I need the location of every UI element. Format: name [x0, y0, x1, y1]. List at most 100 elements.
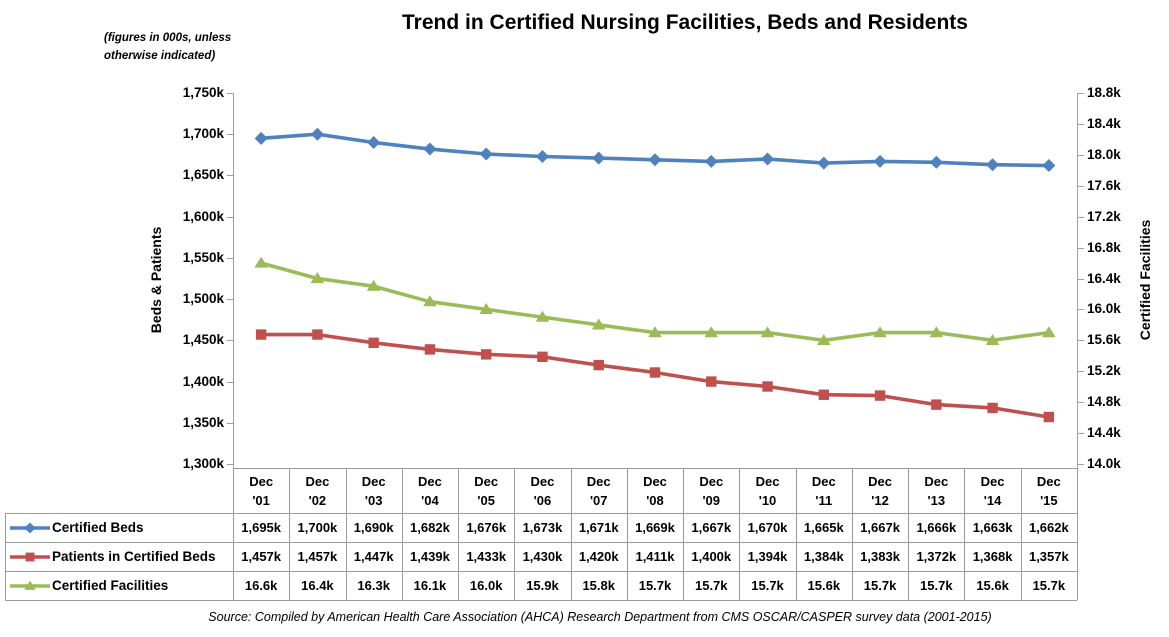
table-value-cell: 1,394k [747, 549, 788, 564]
table-grid-line [5, 571, 1077, 572]
left-axis-tick-label: 1,500k [182, 291, 224, 307]
table-grid-line [289, 468, 291, 600]
series-marker-certified-facilities [310, 272, 325, 284]
series-marker-certified-beds [310, 127, 324, 141]
table-value-cell: 1,667k [691, 520, 732, 535]
series-marker-certified-facilities [929, 326, 944, 338]
series-marker-patients-in-certified-beds [649, 367, 661, 378]
table-grid-line [514, 468, 516, 600]
right-axis-tick-label: 14.8k [1087, 394, 1121, 410]
table-grid-line [570, 468, 572, 600]
left-axis-tick-label: 1,300k [182, 456, 224, 471]
legend-marker-diamond [24, 521, 36, 534]
legend-item-certified-beds: Certified Beds [5, 513, 233, 542]
right-axis-tick-label: 18.0k [1087, 146, 1121, 162]
series-marker-certified-beds [592, 151, 606, 165]
table-value-cell: 1,457k [297, 549, 338, 564]
series-marker-certified-beds [817, 156, 831, 170]
series-marker-certified-beds [254, 131, 268, 145]
right-axis-tick [1078, 464, 1084, 465]
series-marker-certified-facilities [760, 326, 775, 338]
right-axis-tick [1078, 309, 1084, 311]
series-marker-certified-beds [761, 152, 775, 166]
right-axis-tick-label: 16.8k [1087, 239, 1121, 255]
x-axis-category-label: Dec '12 [868, 474, 892, 508]
table-grid-line [1020, 468, 1022, 600]
right-axis-tick [1078, 340, 1084, 342]
x-axis-category-label: Dec '06 [530, 474, 555, 508]
left-axis-tick [227, 340, 233, 342]
x-axis-category-label: Dec '11 [811, 474, 836, 508]
x-axis-category-label: Dec '09 [699, 474, 724, 508]
right-axis-tick-label: 17.2k [1087, 208, 1121, 224]
left-axis-tick [227, 93, 233, 94]
series-marker-certified-facilities [591, 318, 606, 330]
series-marker-patients-in-certified-beds [874, 390, 886, 401]
series-marker-certified-facilities [648, 326, 662, 338]
legend-swatch-square-icon [10, 552, 50, 561]
right-axis-tick [1078, 371, 1084, 373]
left-axis-tick [227, 134, 233, 136]
left-axis-tick [227, 464, 233, 465]
series-marker-certified-facilities [423, 295, 437, 307]
right-axis-tick [1078, 123, 1084, 125]
table-value-cell: 1,669k [635, 520, 675, 535]
table-value-cell: 15.6k [976, 578, 1009, 593]
table-grid-line [345, 468, 347, 600]
right-axis-tick [1078, 216, 1084, 218]
table-value-cell: 1,671k [578, 520, 619, 535]
table-value-cell: 15.8k [582, 578, 615, 593]
left-axis-tick-label: 1,550k [182, 249, 224, 265]
x-axis-category-label: Dec '03 [361, 474, 386, 508]
x-axis-category-label: Dec '13 [924, 474, 949, 508]
left-axis-tick [227, 299, 233, 301]
table-value-cell: 15.7k [751, 578, 784, 593]
series-marker-certified-beds [986, 158, 1000, 172]
table-value-cell: 1,665k [803, 520, 844, 535]
series-marker-patients-in-certified-beds [537, 351, 548, 363]
right-axis-tick-label: 18.4k [1087, 115, 1121, 131]
series-marker-patients-in-certified-beds [593, 359, 604, 371]
x-axis-category-label: Dec '07 [586, 474, 611, 508]
series-marker-certified-beds [423, 142, 437, 156]
legend-marker-square [25, 552, 35, 561]
table-value-cell: 1,368k [972, 549, 1013, 564]
right-axis-tick-label: 16.0k [1087, 301, 1121, 317]
table-grid-line [5, 542, 1077, 543]
series-marker-patients-in-certified-beds [706, 376, 717, 387]
right-axis-tick [1078, 402, 1084, 404]
series-marker-certified-beds [929, 155, 943, 169]
series-marker-certified-beds [704, 154, 718, 168]
series-marker-certified-beds [873, 154, 887, 168]
series-marker-patients-in-certified-beds [762, 381, 773, 392]
table-value-cell: 1,400k [691, 549, 732, 564]
table-grid-line [908, 468, 910, 600]
table-grid-line [233, 468, 234, 600]
series-marker-certified-facilities [873, 326, 887, 338]
series-marker-patients-in-certified-beds [987, 402, 998, 414]
table-grid-line [851, 468, 853, 600]
table-value-cell: 1,439k [410, 549, 450, 564]
units-note: (figures in 000s, unless otherwise indic… [104, 32, 232, 63]
series-marker-certified-beds [367, 135, 381, 149]
series-marker-certified-facilities [479, 303, 493, 315]
table-value-cell: 1,682k [410, 520, 450, 535]
table-value-cell: 1,457k [241, 549, 282, 564]
legend-label: Patients in Certified Beds [52, 549, 216, 564]
series-marker-certified-facilities [366, 279, 381, 291]
left-axis-tick-label: 1,700k [182, 126, 224, 142]
plot-area [254, 127, 1056, 423]
table-value-cell: 1,676k [466, 520, 507, 535]
table-grid-line [401, 468, 403, 600]
table-grid-line [795, 468, 797, 600]
table-grid-line [5, 513, 6, 600]
table-value-cell: 16.1k [413, 578, 447, 593]
table-value-cell: 1,411k [635, 549, 675, 564]
table-value-cell: 16.6k [244, 578, 278, 593]
series-marker-certified-facilities [704, 326, 719, 338]
right-axis-tick-label: 14.0k [1087, 456, 1121, 471]
table-value-cell: 1,372k [916, 549, 957, 564]
table-grid-line [1077, 468, 1078, 600]
table-grid-line [683, 468, 685, 600]
